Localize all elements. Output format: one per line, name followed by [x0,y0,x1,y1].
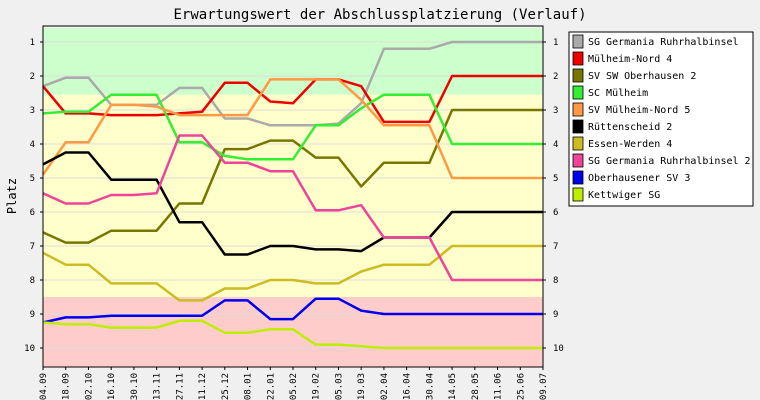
x-tick-label: 22.01 [266,373,276,400]
series-line-5 [42,151,543,256]
legend-label: Essen-Werden 4 [588,139,672,150]
x-tick-label: 05.03 [334,373,344,400]
x-tick-label: 09.07 [539,373,549,400]
y-tick-label: 2 [553,72,558,82]
legend-swatch [572,153,584,168]
series-line-2 [42,108,543,244]
y-tick-label: 7 [553,242,558,252]
legend-swatch [572,187,584,202]
band-promotion [43,28,543,95]
legend-swatch [572,102,584,117]
series-lines [41,40,543,350]
y-tick-label: 3 [30,106,35,116]
y-tick-label: 2 [30,72,35,82]
x-tick-label: 18.09 [62,373,72,400]
legend-label: SV SW Oberhausen 2 [588,71,696,82]
legend-box [568,31,754,207]
y-tick-label: 10 [553,344,564,354]
x-tick-label: 11.06 [494,373,504,400]
y-tick-label: 4 [553,140,558,150]
x-tick-label: 02.04 [380,373,390,400]
x-tick-label: 04.09 [39,373,49,400]
x-tick-label: 16.10 [107,373,117,400]
legend-swatch [572,68,584,83]
series-line-6 [42,244,543,302]
y-tick-label: 6 [30,208,35,218]
y-tick-label: 9 [553,310,558,320]
series-line-1 [42,74,543,124]
legend-label: Oberhausener SV 3 [588,173,690,184]
y-tick-label: 7 [30,242,35,252]
legend-swatch [572,34,584,49]
x-tick-label: 11.12 [198,373,208,400]
y-tick-label: 6 [553,208,558,218]
x-tick-label: 16.04 [403,373,413,400]
y-tick-label: 8 [553,276,558,286]
legend-swatch [572,136,584,151]
legend-label: SG Germania Ruhrhalbinsel [588,37,739,48]
x-tick-label: 02.10 [84,373,94,400]
x-tick-label: 13.11 [153,373,163,400]
y-tick-label: 10 [24,344,35,354]
legend-swatch [572,51,584,66]
x-tick-label: 14.05 [448,373,458,400]
y-tick-label: 1 [30,38,35,48]
series-line-7 [42,134,543,282]
x-tick-label: 19.02 [312,373,322,400]
y-tick-label: 9 [30,310,35,320]
x-tick-label: 30.04 [425,373,435,400]
legend-swatch [572,119,584,134]
background-bands [43,28,543,367]
series-line-3 [42,93,543,161]
y-ticks-right: 1 2 3 4 5 6 7 8 9 10 [543,38,564,354]
legend: SG Germania Ruhrhalbinsel Mülheim-Nord 4 S… [568,31,754,207]
y-tick-label: 5 [553,174,558,184]
x-tick-label: 30.10 [130,373,140,400]
x-tick-label: 08.01 [244,373,254,400]
series-line-9 [42,319,543,350]
legend-swatch [572,85,584,100]
legend-swatch [572,170,584,185]
x-tick-label: 19.03 [357,373,367,400]
y-tick-label: 8 [30,276,35,286]
y-tick-label: 4 [30,140,35,150]
x-tick-label: 28.05 [471,373,481,400]
legend-label: Mülheim-Nord 4 [588,54,672,65]
y-ticks-left: 1 2 3 4 5 6 7 8 9 10 [24,38,43,354]
legend-label: SV Mülheim-Nord 5 [588,105,690,116]
legend-label: Rüttenscheid 2 [588,122,672,133]
series-line-4 [41,78,543,180]
legend-label: SC Mülheim [588,88,648,99]
x-tick-label: 25.06 [516,373,526,400]
x-tick-label: 05.02 [289,373,299,400]
band-relegation [43,297,543,367]
series-line-8 [42,297,543,324]
x-ticks: 04.09 18.09 02.10 16.10 30.10 13.11 27.11 11.12… [39,367,549,400]
legend-label: Kettwiger SG [588,190,660,201]
x-tick-label: 27.11 [175,373,185,400]
y-tick-label: 3 [553,106,558,116]
y-tick-label: 5 [30,174,35,184]
y-tick-label: 1 [553,38,558,48]
legend-label: SG Germania Ruhrhalbinsel 2 [588,156,751,167]
x-tick-label: 25.12 [221,373,231,400]
chart-title: Erwartungswert der Abschlussplatzierung … [173,7,586,23]
y-axis-label: Platz [5,178,19,214]
